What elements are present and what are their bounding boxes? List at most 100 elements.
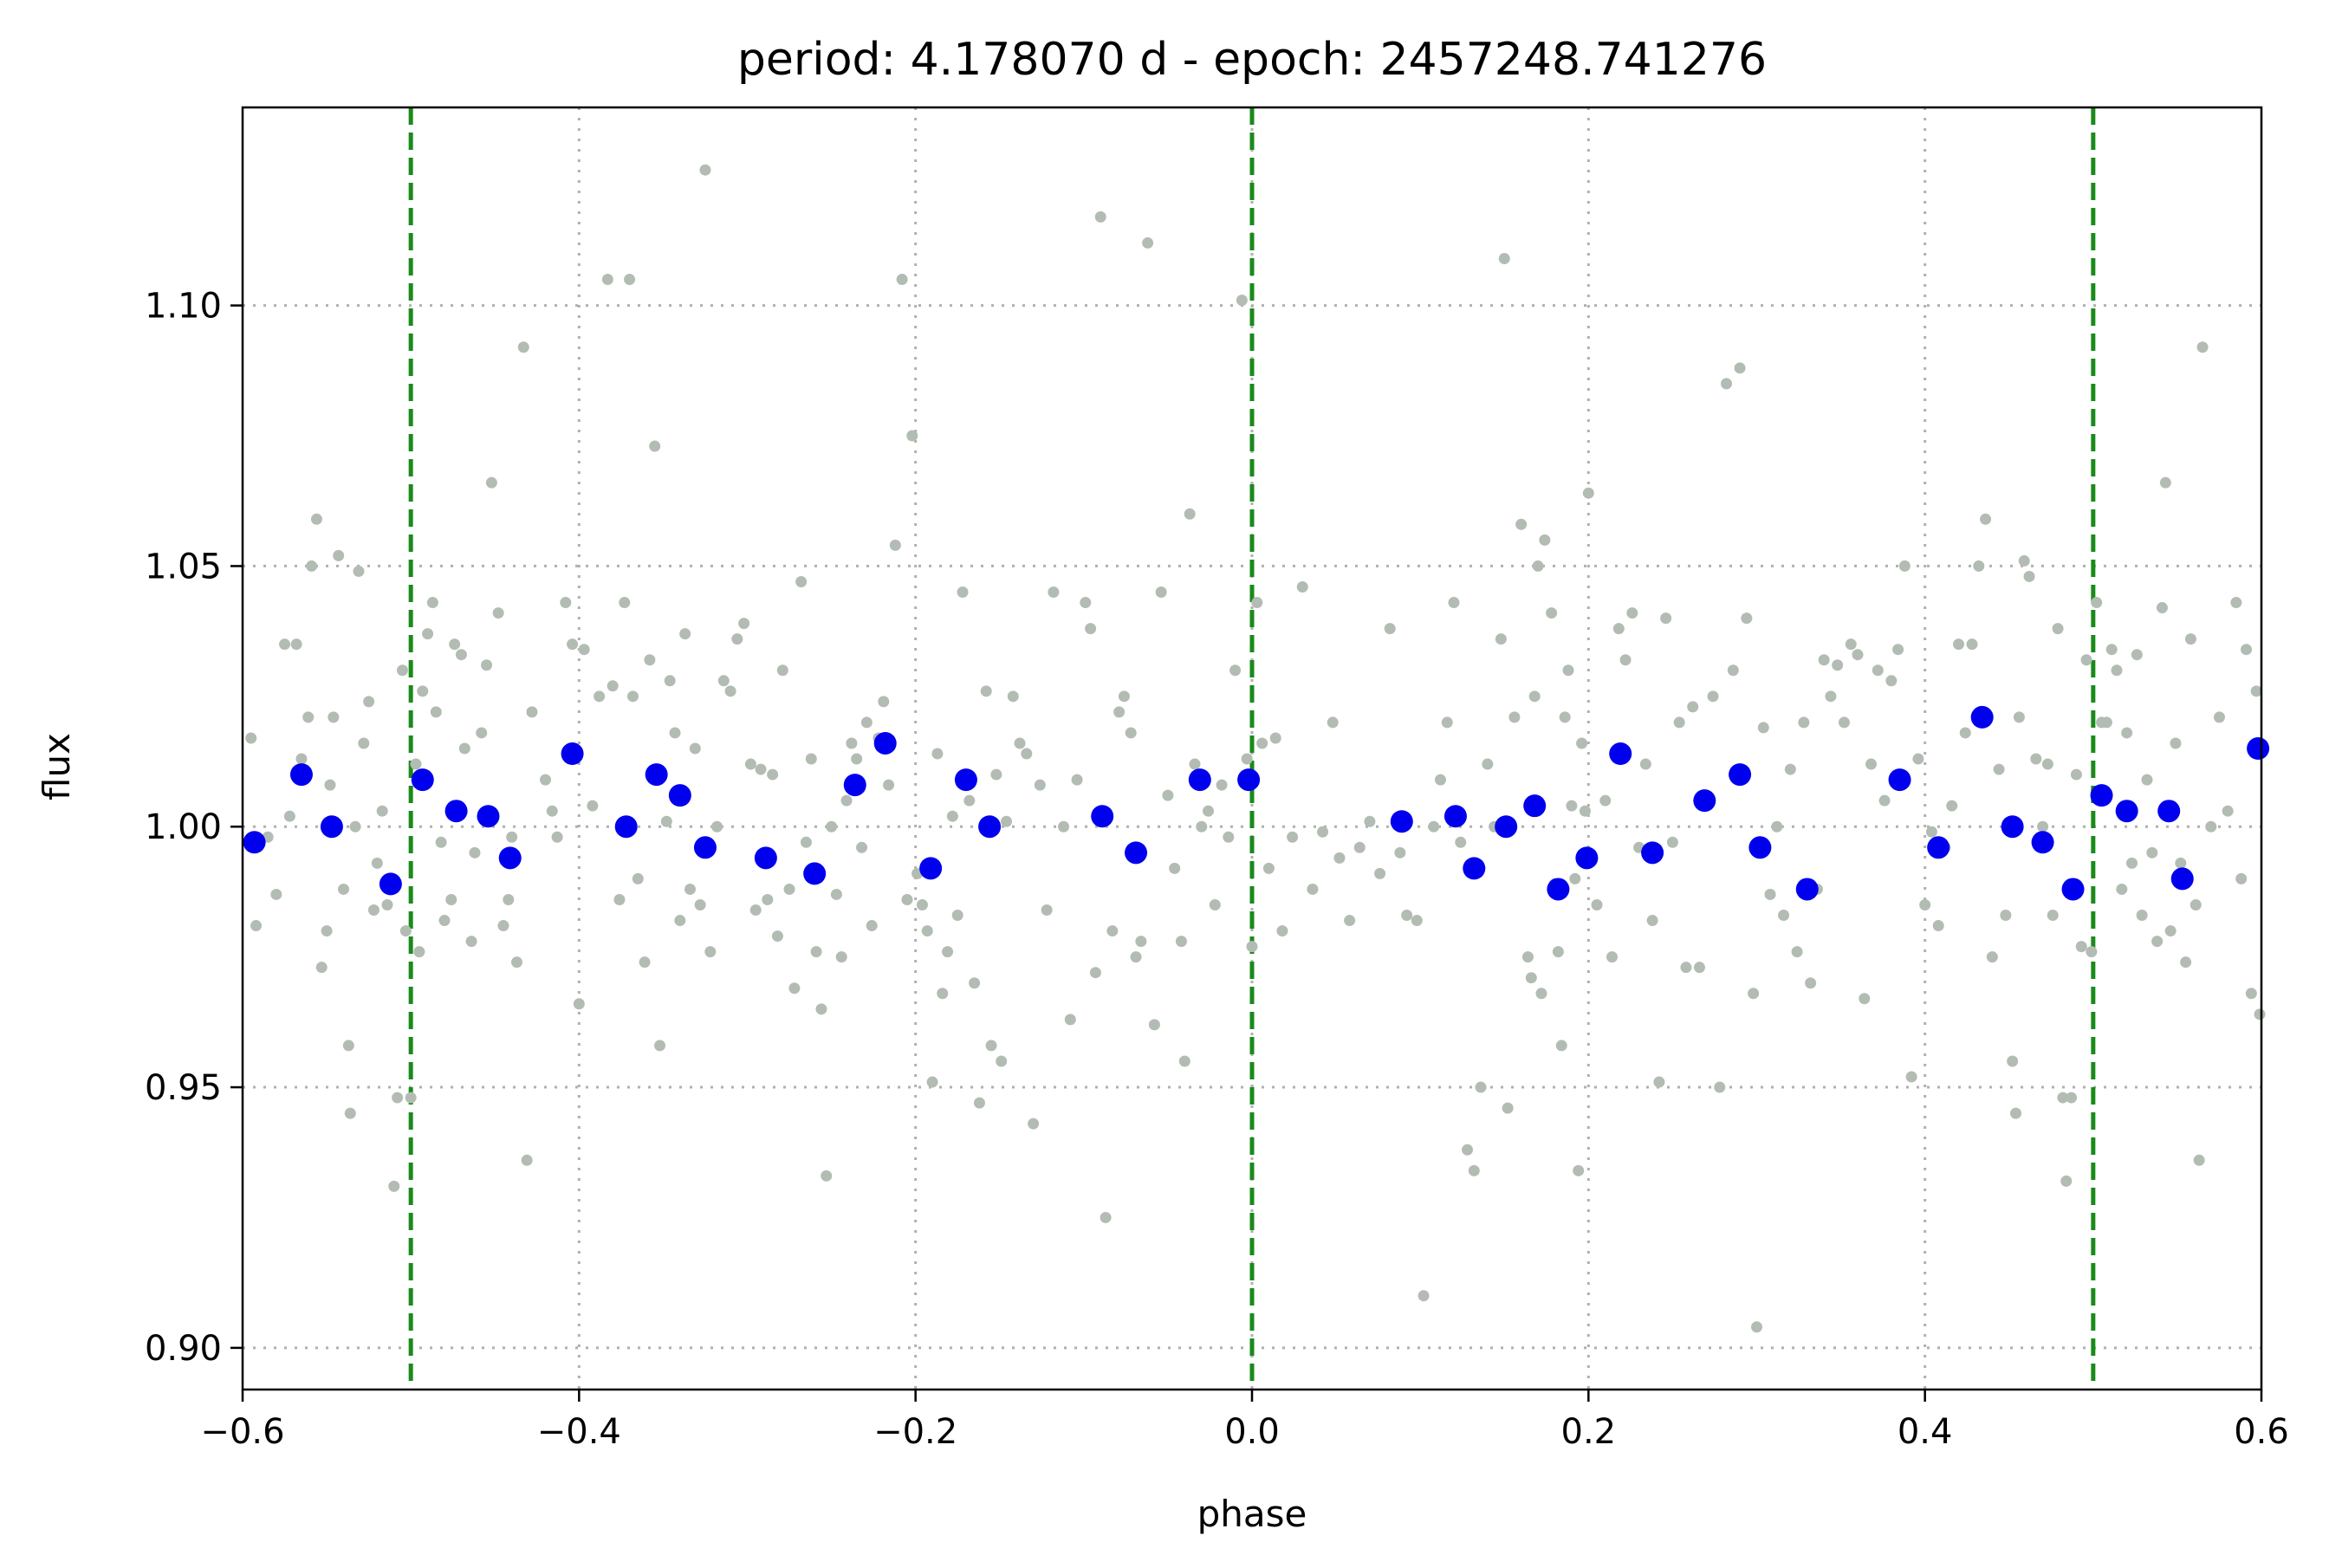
raw-flux-point [1693,962,1705,974]
raw-flux-point [1034,779,1046,791]
raw-flux-point [1502,1102,1514,1114]
raw-flux-point [1256,737,1268,749]
raw-flux-point [815,1003,827,1015]
raw-flux-point [2111,664,2123,677]
raw-flux-point [376,805,388,817]
raw-flux-point [328,711,340,723]
raw-flux-point [353,565,365,577]
raw-flux-point [664,675,676,687]
raw-flux-point [2222,805,2234,817]
raw-flux-point [1169,862,1181,874]
raw-flux-point [1784,763,1796,775]
raw-flux-point [826,820,838,833]
raw-flux-point [1498,252,1510,264]
raw-flux-point [2105,644,2118,656]
raw-flux-point [430,706,442,718]
raw-flux-point [2000,910,2012,922]
raw-flux-point [1619,654,1632,666]
raw-flux-point [1125,727,1137,739]
raw-flux-point [1626,607,1638,619]
raw-flux-point [1555,1040,1567,1052]
raw-flux-point [1089,967,1101,979]
raw-flux-point [381,898,393,910]
x-axis: −0.6 −0.4 −0.2 0.0 0.2 0.4 0.6 [200,1390,2289,1452]
raw-flux-point [783,883,795,895]
raw-flux-point [2193,1154,2205,1166]
raw-flux-point [2075,941,2087,953]
raw-flux-point [1468,1164,1480,1176]
binned-flux-point [1888,768,1911,792]
raw-flux-point [2023,570,2035,582]
raw-flux-point [1852,649,1864,661]
raw-flux-point [306,560,318,572]
raw-flux-point [342,1040,354,1052]
raw-flux-point [2141,774,2153,786]
binned-flux-point [1927,836,1950,859]
raw-flux-point [632,872,644,884]
raw-flux-point [1673,716,1685,729]
raw-flux-point [1865,758,1878,770]
raw-flux-point [2086,946,2098,958]
binned-flux-point [1237,768,1261,792]
raw-flux-point [973,1097,985,1109]
binned-flux-point [320,815,343,839]
raw-flux-point [2013,711,2025,723]
raw-flux-point [1771,820,1783,833]
binned-flux-point [1547,878,1570,901]
raw-flux-point [810,946,822,958]
raw-flux-point [1229,664,1242,677]
raw-flux-point [1599,794,1612,807]
raw-flux-point [1021,748,1033,760]
binned-flux-point [954,768,977,792]
raw-flux-point [942,946,954,958]
raw-flux-point [717,675,730,687]
raw-flux-point [1993,763,2005,775]
raw-flux-point [1872,664,1884,677]
raw-flux-point [2235,872,2248,884]
binned-flux-point [1091,805,1114,828]
raw-flux-point [388,1180,400,1192]
binned-flux-point [1188,768,1211,792]
binned-flux-point [1795,878,1819,901]
raw-flux-point [660,815,672,827]
raw-flux-point [455,649,467,661]
raw-flux-point [1287,831,1299,843]
raw-flux-point [1135,936,1147,948]
raw-flux-point [1428,820,1440,833]
raw-flux-point [1333,852,1346,864]
raw-flux-point [1184,508,1196,520]
raw-flux-point [767,768,779,781]
binned-flux-point [1390,810,1413,833]
raw-flux-point [878,696,890,708]
y-tick-label: 1.00 [145,807,222,847]
raw-flux-point [969,977,981,989]
raw-flux-point [1216,779,1228,791]
binned-flux-point [843,774,866,797]
raw-flux-point [762,893,774,905]
binned-flux-point [1970,705,1994,729]
raw-flux-point [1411,915,1423,927]
binned-flux-point [289,763,313,787]
raw-flux-point [521,1154,533,1166]
y-tick-label: 0.90 [145,1329,222,1369]
raw-flux-point [2047,910,2059,922]
raw-flux-point [2010,1107,2022,1119]
raw-flux-point [1071,774,1083,786]
raw-flux-point [1094,211,1106,223]
binned-flux-point [693,836,717,859]
raw-flux-point [1209,898,1221,910]
raw-flux-point [2180,956,2192,969]
raw-flux-point [788,982,801,995]
raw-flux-point [1394,846,1406,859]
x-tick-label: 0.0 [1224,1412,1280,1452]
raw-flux-point [492,607,504,619]
raw-flux-point [1966,638,1978,651]
raw-flux-point [1660,612,1672,625]
raw-flux-point [1680,962,1692,974]
raw-flux-point [2007,1055,2019,1067]
raw-flux-point [1579,805,1591,817]
raw-flux-point [1162,789,1174,801]
raw-flux-point [795,575,808,587]
raw-flux-point [2100,716,2112,729]
raw-flux-point [699,164,711,176]
